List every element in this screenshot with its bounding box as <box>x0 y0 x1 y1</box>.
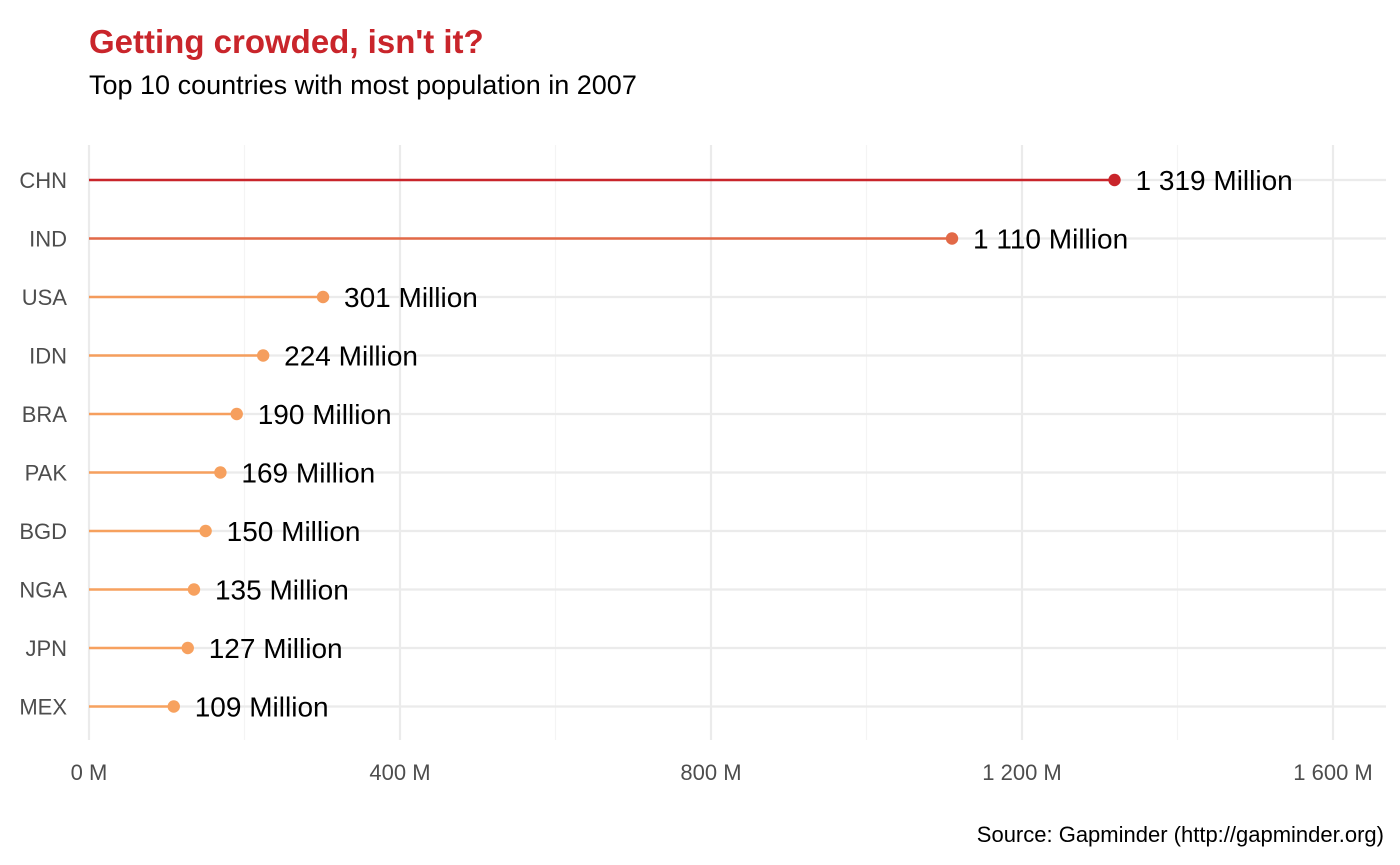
y-tick-label: PAK <box>25 461 68 486</box>
lollipop-dot <box>167 700 180 713</box>
x-axis-tick-labels: 0 M 400 M 800 M 1 200 M 1 600 M <box>71 760 1373 785</box>
lollipop-dot <box>1108 173 1121 187</box>
lollipop-dot <box>945 232 959 245</box>
lollipop-dots <box>167 173 1121 713</box>
y-tick-label: MEX <box>19 695 67 720</box>
data-label: 127 Million <box>209 633 343 664</box>
data-label: 169 Million <box>241 458 375 489</box>
chart-subtitle: Top 10 countries with most population in… <box>89 70 637 100</box>
y-tick-label: BGD <box>19 519 67 544</box>
lollipop-dot <box>316 290 330 304</box>
data-label: 1 319 Million <box>1136 165 1293 196</box>
lollipop-dot <box>181 641 194 655</box>
data-label: 301 Million <box>344 282 478 313</box>
data-label: 109 Million <box>195 692 329 723</box>
y-tick-label: BRA <box>22 402 68 427</box>
y-tick-label: USA <box>22 285 68 310</box>
chart-caption: Source: Gapminder (http://gapminder.org) <box>976 822 1384 847</box>
y-tick-label: IND <box>29 227 67 252</box>
x-tick-label: 800 M <box>680 760 741 785</box>
data-label: 224 Million <box>284 341 418 372</box>
x-tick-label: 1 600 M <box>1293 760 1373 785</box>
lollipop-dot <box>187 583 201 596</box>
data-label: 1 110 Million <box>973 224 1128 255</box>
y-tick-label: NGA <box>19 578 67 603</box>
data-label: 150 Million <box>227 516 361 547</box>
y-tick-label: JPN <box>25 636 67 661</box>
x-tick-label: 0 M <box>71 760 108 785</box>
data-labels: 1 319 Million 1 110 Million 301 Million 224… <box>195 165 1293 723</box>
data-label: 135 Million <box>215 575 349 606</box>
data-label: 190 Million <box>258 399 392 430</box>
lollipop-dot <box>230 407 243 421</box>
lollipop-dot <box>199 524 212 538</box>
y-tick-label: CHN <box>19 168 67 193</box>
chart-title: Getting crowded, isn't it? <box>89 23 484 60</box>
lollipop-stems <box>89 178 1115 708</box>
lollipop-dot <box>256 349 270 362</box>
lollipop-dot <box>214 466 227 479</box>
y-axis-tick-labels: CHN IND USA IDN BRA PAK BGD NGA JPN MEX <box>19 168 67 720</box>
x-tick-label: 400 M <box>369 760 430 785</box>
y-tick-label: IDN <box>29 344 67 369</box>
x-tick-label: 1 200 M <box>982 760 1062 785</box>
